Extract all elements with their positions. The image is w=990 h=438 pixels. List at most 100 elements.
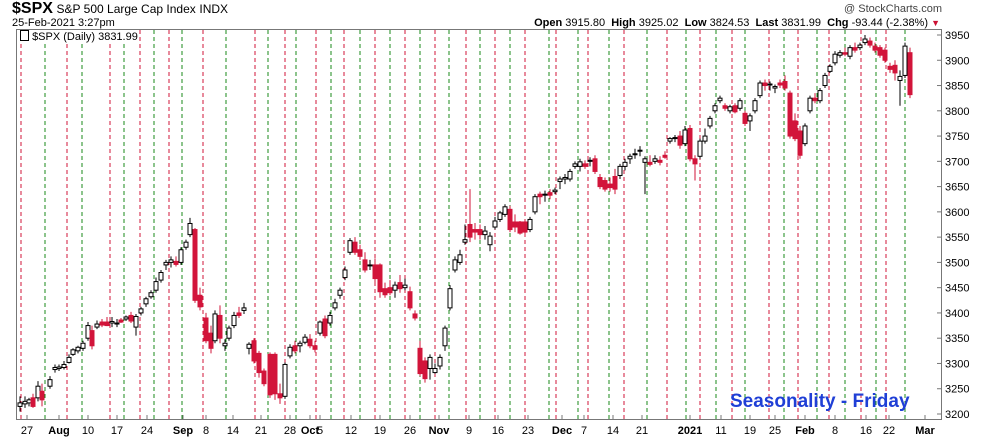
legend-label: $SPX (Daily) 3831.99 [32, 31, 138, 43]
candle-up [75, 346, 81, 352]
candle-down [792, 120, 798, 140]
y-tick-label: 3500 [945, 257, 969, 269]
candle-down [173, 260, 179, 265]
down-arrow-icon: ▼ [931, 18, 940, 28]
candle-up [187, 222, 193, 236]
candle-down [872, 45, 878, 51]
candle-up [47, 379, 53, 387]
candle-down [362, 259, 368, 271]
candle-down [777, 82, 783, 86]
candle-up [697, 140, 703, 157]
low-value: 3824.53 [709, 17, 750, 29]
candle-up [487, 235, 493, 246]
x-tick-label: 2021 [678, 425, 702, 437]
candle-up [327, 314, 333, 324]
candle-up [902, 45, 908, 76]
candle-down [812, 97, 818, 102]
candle-up [827, 65, 833, 72]
candle-down [877, 47, 883, 56]
candle-up [138, 308, 144, 314]
candle-up [447, 288, 453, 309]
candle-up [557, 178, 563, 183]
candle-up [712, 105, 718, 112]
candle-down [412, 313, 418, 319]
candle-up [133, 315, 139, 328]
x-tick-label: 17 [111, 425, 123, 437]
candle-up [492, 220, 498, 228]
candle-up [437, 356, 443, 367]
candle-up [682, 129, 688, 145]
y-tick-label: 3950 [945, 30, 969, 42]
candle-up [672, 137, 678, 140]
candle-down [892, 64, 898, 74]
candle-up [897, 75, 903, 81]
candle-down [477, 229, 483, 236]
x-tick-label: 10 [82, 425, 94, 437]
exchange-label: INDX [199, 2, 229, 16]
candle-up [527, 218, 533, 231]
candle-up [317, 321, 323, 334]
candle-up [212, 313, 218, 342]
candle-up [342, 269, 348, 279]
y-tick-label: 3600 [945, 207, 969, 219]
candle-up [772, 86, 778, 89]
candle-down [104, 321, 110, 327]
candle-down [312, 345, 318, 350]
candle-up [302, 336, 308, 343]
candle-up [367, 264, 373, 267]
ticker-line: $SPX S&P 500 Large Cap Index INDX [12, 0, 228, 18]
candle-up [52, 367, 58, 371]
candle-up [642, 158, 648, 163]
plot-area [16, 29, 942, 420]
x-tick-label: 5 [317, 425, 323, 437]
x-tick-label: 25 [769, 425, 781, 437]
candle-down [192, 229, 198, 301]
x-tick-label: Feb [795, 425, 815, 437]
candle-up [757, 82, 763, 97]
candle-down [256, 352, 262, 374]
x-tick-label: 26 [404, 425, 416, 437]
x-tick-label: 23 [522, 425, 534, 437]
candle-down [507, 208, 513, 231]
ticker-symbol: $SPX [12, 0, 53, 17]
candle-up [637, 149, 643, 152]
candle-down [842, 52, 848, 55]
open-value: 3915.80 [565, 17, 606, 29]
candle-up [702, 135, 708, 142]
index-name: S&P 500 Large Cap Index [56, 2, 196, 16]
candle-up [497, 212, 503, 220]
x-tick-label: Mar [915, 425, 935, 437]
candle-up [832, 53, 838, 64]
candle-up [542, 193, 548, 196]
y-tick-label: 3200 [945, 409, 969, 421]
candle-up [402, 284, 408, 289]
copyright-label: @ StockCharts.com [844, 3, 942, 15]
x-tick-label: 14 [227, 425, 239, 437]
candle-up [667, 138, 673, 142]
candle-up [246, 343, 252, 349]
candle-down [128, 314, 134, 322]
candle-down [372, 264, 378, 280]
candle-down [397, 282, 403, 290]
seasonality-lines [20, 30, 906, 419]
candle-down [882, 49, 888, 61]
candle-down [277, 393, 283, 399]
high-label: High [611, 17, 636, 29]
candle-up [617, 165, 623, 176]
candle-up [562, 177, 568, 180]
candle-down [787, 92, 793, 137]
last-value: 3831.99 [781, 17, 821, 29]
candle-up [462, 239, 468, 243]
x-tick-label: 27 [21, 425, 33, 437]
ohlc-readout: Open 3915.80 High 3925.02 Low 3824.53 La… [534, 17, 940, 29]
candle-down [657, 159, 663, 163]
candle-up [56, 366, 62, 370]
candle-up [222, 342, 228, 347]
candle-down [517, 221, 523, 234]
x-tick-label: Sep [173, 425, 193, 437]
candle-down [217, 314, 223, 339]
candle-up [35, 385, 41, 399]
x-tick-label: 28 [284, 425, 296, 437]
candle-down [612, 175, 618, 190]
